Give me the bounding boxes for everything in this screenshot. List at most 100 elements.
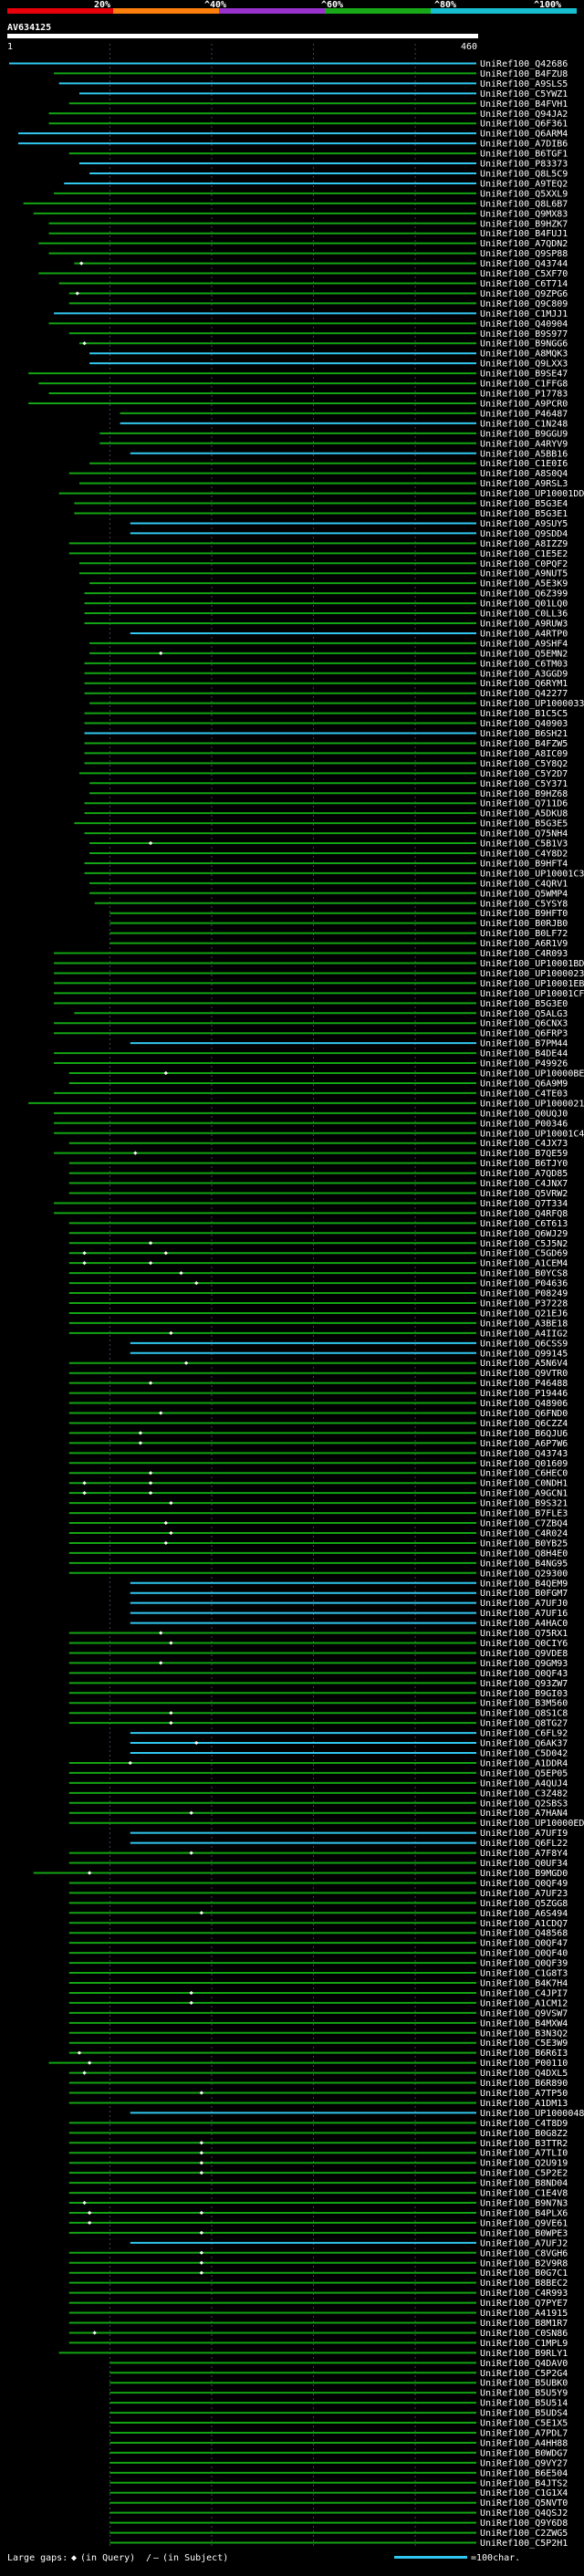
- hit-row[interactable]: UniRef100_A4IIG2: [68, 1329, 568, 1339]
- hit-row[interactable]: UniRef100_Q6F361: [48, 120, 568, 130]
- hit-row[interactable]: UniRef100_Q4QSJ2: [110, 2508, 568, 2519]
- hit-label[interactable]: UniRef100_Q7T334: [480, 1199, 568, 1209]
- hit-row[interactable]: UniRef100_C6TM03: [84, 659, 568, 669]
- hit-row[interactable]: UniRef100_Q0QF47: [68, 1939, 568, 1949]
- hit-label[interactable]: UniRef100_B0YCS8: [480, 1269, 568, 1279]
- hit-label[interactable]: UniRef100_C1E4V8: [480, 2189, 568, 2199]
- hit-row[interactable]: UniRef100_Q5WMP4: [89, 889, 568, 899]
- hit-label[interactable]: UniRef100_Q9SDD4: [480, 529, 568, 539]
- hit-label[interactable]: UniRef100_B9RLY1: [480, 2349, 568, 2359]
- hit-label[interactable]: UniRef100_A7PDL7: [480, 2429, 568, 2439]
- hit-label[interactable]: UniRef100_C0PQF2: [480, 559, 568, 569]
- hit-row[interactable]: UniRef100_Q6A9M9: [68, 1079, 568, 1089]
- hit-label[interactable]: UniRef100_Q48568: [480, 1929, 568, 1939]
- hit-label[interactable]: UniRef100_Q7PYE7: [480, 2299, 568, 2309]
- hit-row[interactable]: UniRef100_B3N3Q2: [68, 2028, 568, 2039]
- hit-label[interactable]: UniRef100_B4NG95: [480, 1559, 568, 1569]
- hit-label[interactable]: UniRef100_C5J5N2: [480, 1239, 568, 1249]
- hit-label[interactable]: UniRef100_Q9C809: [480, 299, 568, 309]
- hit-label[interactable]: UniRef100_P00346: [480, 1119, 568, 1129]
- hit-label[interactable]: UniRef100_B4FVH1: [480, 99, 568, 110]
- hit-row[interactable]: UniRef100_B9GI03: [68, 1689, 568, 1699]
- hit-row[interactable]: UniRef100_B4FVH1: [68, 99, 568, 110]
- hit-row[interactable]: UniRef100_B5G3E1: [74, 509, 568, 519]
- hit-row[interactable]: UniRef100_Q9VE61: [68, 2218, 568, 2228]
- hit-label[interactable]: UniRef100_A4IIG2: [480, 1329, 568, 1339]
- hit-label[interactable]: UniRef100_A5N6V4: [480, 1359, 568, 1369]
- hit-label[interactable]: UniRef100_A4HAC0: [480, 1619, 568, 1629]
- hit-label[interactable]: UniRef100_B4FUJ1: [480, 229, 568, 239]
- hit-row[interactable]: UniRef100_Q9VDE8: [68, 1649, 568, 1659]
- hit-label[interactable]: UniRef100_B5G3E0: [480, 999, 568, 1009]
- hit-label[interactable]: UniRef100_Q6FND0: [480, 1409, 568, 1419]
- hit-row[interactable]: UniRef100_A7TLI0: [68, 2149, 568, 2159]
- hit-row[interactable]: UniRef100_Q40903: [84, 719, 568, 729]
- hit-label[interactable]: UniRef100_A1CEM4: [480, 1259, 568, 1269]
- hit-row[interactable]: UniRef100_Q9ZPG6: [68, 289, 568, 299]
- hit-row[interactable]: UniRef100_P46487: [120, 409, 568, 419]
- hit-label[interactable]: UniRef100_Q9SP88: [480, 249, 568, 259]
- hit-label[interactable]: UniRef100_A6S494: [480, 1909, 568, 1919]
- hit-row[interactable]: UniRef100_Q8TG27: [68, 1719, 568, 1729]
- hit-row[interactable]: UniRef100_Q94JA2: [48, 110, 568, 120]
- hit-row[interactable]: UniRef100_P04636: [68, 1279, 568, 1289]
- hit-row[interactable]: UniRef100_Q5ZGG8: [68, 1899, 568, 1909]
- hit-row[interactable]: UniRef100_Q4DAV0: [110, 2359, 568, 2369]
- hit-row[interactable]: UniRef100_B9HZ68: [89, 789, 568, 799]
- hit-label[interactable]: UniRef100_B0RJB0: [480, 919, 568, 929]
- hit-row[interactable]: UniRef100_Q75RX1: [68, 1629, 568, 1639]
- hit-row[interactable]: UniRef100_B8ND04: [68, 2179, 568, 2189]
- hit-label[interactable]: UniRef100_UP10001C4: [480, 1129, 584, 1139]
- hit-row[interactable]: UniRef100_C1E0I6: [89, 459, 568, 469]
- hit-row[interactable]: UniRef100_B5G3E0: [54, 999, 568, 1009]
- hit-row[interactable]: UniRef100_C1MPL9: [68, 2339, 568, 2349]
- hit-row[interactable]: UniRef100_C1G8T3: [68, 1969, 568, 1979]
- hit-row[interactable]: UniRef100_A7UFJ2: [130, 2238, 568, 2248]
- hit-row[interactable]: UniRef100_Q0QF39: [68, 1959, 568, 1969]
- hit-row[interactable]: UniRef100_Q5XXL9: [54, 189, 568, 199]
- hit-label[interactable]: UniRef100_B9NGG6: [480, 339, 568, 349]
- hit-row[interactable]: UniRef100_B4PLX6: [68, 2208, 568, 2218]
- hit-label[interactable]: UniRef100_C6T613: [480, 1219, 568, 1229]
- hit-row[interactable]: UniRef100_P00110: [48, 2059, 568, 2069]
- hit-row[interactable]: UniRef100_B3TTR2: [68, 2139, 568, 2149]
- hit-label[interactable]: UniRef100_Q4DXL5: [480, 2069, 568, 2079]
- hit-label[interactable]: UniRef100_A6R1V9: [480, 939, 568, 949]
- hit-row[interactable]: UniRef100_A3BE18: [68, 1319, 568, 1329]
- hit-row[interactable]: UniRef100_A8MQK3: [89, 349, 568, 360]
- hit-row[interactable]: UniRef100_B4FUJ1: [48, 229, 568, 239]
- hit-label[interactable]: UniRef100_C0SN86: [480, 2329, 568, 2339]
- hit-row[interactable]: UniRef100_Q9Y6D8: [110, 2519, 568, 2529]
- hit-row[interactable]: UniRef100_Q48906: [68, 1399, 568, 1409]
- hit-row[interactable]: UniRef100_B9RLY1: [58, 2349, 568, 2359]
- hit-row[interactable]: UniRef100_Q9LXX3: [89, 360, 568, 370]
- hit-label[interactable]: UniRef100_A8S0Q4: [480, 469, 568, 479]
- hit-row[interactable]: UniRef100_A5BB16: [130, 449, 568, 459]
- hit-row[interactable]: UniRef100_B9S977: [68, 329, 568, 339]
- hit-row[interactable]: UniRef100_Q43744: [74, 259, 568, 269]
- hit-label[interactable]: UniRef100_Q0QF39: [480, 1959, 568, 1969]
- hit-row[interactable]: UniRef100_B6E504: [110, 2468, 568, 2478]
- hit-row[interactable]: UniRef100_C1G1X4: [110, 2488, 568, 2498]
- hit-label[interactable]: UniRef100_C5YSY8: [480, 899, 568, 909]
- hit-row[interactable]: UniRef100_C4T8D9: [68, 2119, 568, 2129]
- hit-label[interactable]: UniRef100_Q40903: [480, 719, 568, 729]
- hit-row[interactable]: UniRef100_Q42277: [84, 689, 568, 699]
- hit-label[interactable]: UniRef100_UP1000048: [480, 2109, 584, 2119]
- hit-label[interactable]: UniRef100_Q9Y6D8: [480, 2519, 568, 2529]
- hit-row[interactable]: UniRef100_Q9SDD4: [130, 529, 568, 539]
- hit-label[interactable]: UniRef100_P46488: [480, 1379, 568, 1389]
- hit-row[interactable]: UniRef100_Q0QF43: [68, 1669, 568, 1679]
- hit-label[interactable]: UniRef100_C4T8D9: [480, 2119, 568, 2129]
- hit-label[interactable]: UniRef100_A1CM12: [480, 1998, 568, 2008]
- hit-row[interactable]: UniRef100_UP10001BD: [54, 959, 584, 969]
- hit-row[interactable]: UniRef100_B7QE59: [54, 1149, 568, 1159]
- hit-row[interactable]: UniRef100_B9HZK7: [48, 219, 568, 229]
- hit-row[interactable]: UniRef100_C5Y8Q2: [84, 759, 568, 769]
- hit-label[interactable]: UniRef100_B3TTR2: [480, 2139, 568, 2149]
- hit-row[interactable]: UniRef100_A9PCR0: [28, 399, 568, 409]
- hit-label[interactable]: UniRef100_UP10001DD: [480, 489, 584, 499]
- hit-label[interactable]: UniRef100_A1DM13: [480, 2099, 568, 2109]
- hit-label[interactable]: UniRef100_B0G7C1: [480, 2268, 568, 2279]
- hit-row[interactable]: UniRef100_C2ZWG5: [110, 2529, 568, 2539]
